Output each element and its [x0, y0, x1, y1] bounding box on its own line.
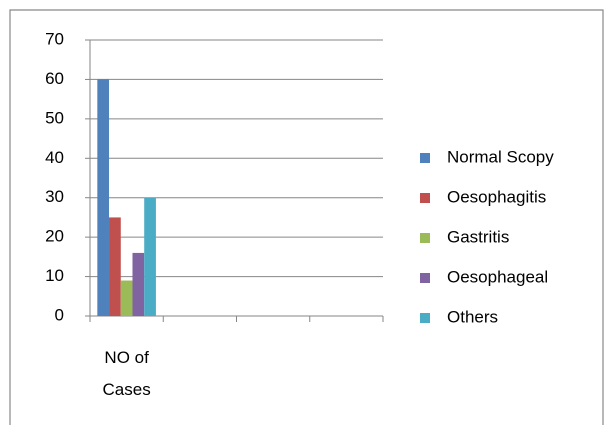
bar — [120, 280, 133, 316]
legend-label: Oesophageal — [447, 267, 548, 286]
legend-swatch — [420, 153, 430, 163]
y-tick-label: 20 — [45, 227, 64, 246]
bar — [109, 217, 121, 316]
bar — [144, 197, 156, 316]
y-tick-label: 0 — [55, 305, 64, 324]
legend-label: Gastritis — [447, 227, 509, 246]
legend-swatch — [420, 193, 430, 203]
bar — [132, 252, 145, 316]
chart-border — [9, 9, 604, 425]
legend-label: Oesophagitis — [447, 187, 546, 206]
y-tick-label: 10 — [45, 266, 64, 285]
bar — [97, 79, 110, 316]
legend-label: Normal Scopy — [447, 147, 554, 166]
x-tick-label: NO of Cases — [102, 348, 151, 399]
y-tick-label: 70 — [45, 29, 64, 48]
legend-swatch — [420, 233, 430, 243]
y-tick-label: 30 — [45, 187, 64, 206]
y-tick-label: 40 — [45, 148, 64, 167]
legend-swatch — [420, 313, 430, 323]
y-tick-label: 60 — [45, 69, 64, 88]
legend-label: Others — [447, 307, 498, 326]
legend-swatch — [420, 273, 430, 283]
y-tick-label: 50 — [45, 108, 64, 127]
